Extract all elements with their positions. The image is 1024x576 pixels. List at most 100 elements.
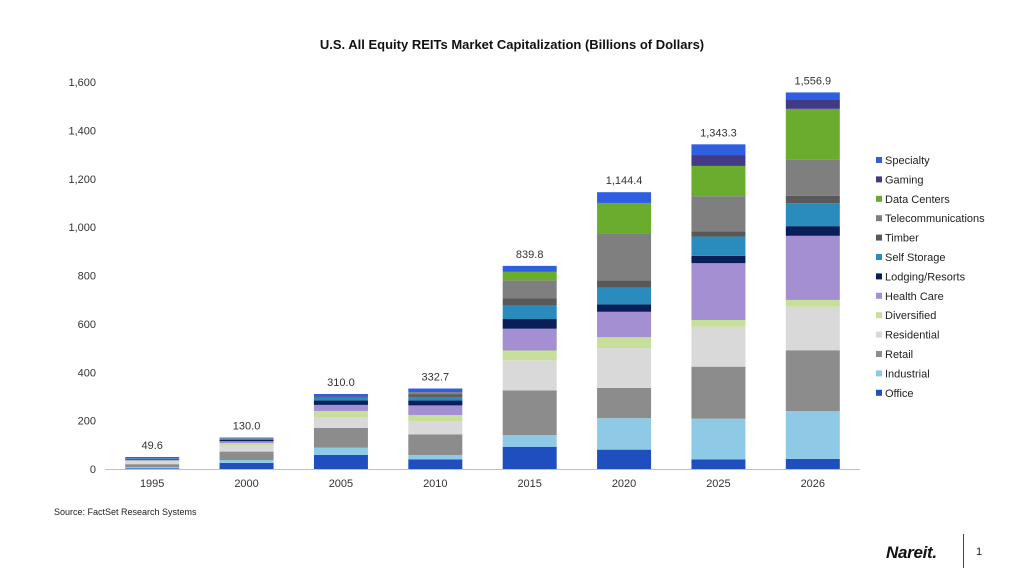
x-tick-label: 2000 <box>234 478 258 490</box>
bar-health-care-2015 <box>502 328 557 351</box>
x-tick-label: 2015 <box>517 478 541 490</box>
bar-residential-2026 <box>785 306 840 351</box>
bar-health-care-2005 <box>313 404 368 411</box>
legend-swatch <box>876 157 882 163</box>
total-label-2026: 1,556.9 <box>794 75 831 87</box>
bar-lodging-resorts-2026 <box>785 226 840 236</box>
legend-item-office: Office <box>876 388 914 400</box>
bar-industrial-2005 <box>313 447 368 455</box>
legend-swatch <box>876 176 882 183</box>
bar-industrial-2015 <box>502 435 557 447</box>
bar-telecommunications-2026 <box>785 159 840 196</box>
bar-timber-2010 <box>408 394 463 397</box>
bar-stack-2020 <box>597 192 652 469</box>
bar-diversified-2015 <box>502 350 557 361</box>
bar-self-storage-2015 <box>502 305 557 320</box>
legend-label: Health Care <box>885 291 944 303</box>
bar-residential-2010 <box>408 421 463 435</box>
legend-swatch <box>876 215 882 222</box>
bar-office-2010 <box>408 459 463 469</box>
bar-gaming-2025 <box>691 155 746 166</box>
bar-specialty-2015 <box>502 265 557 272</box>
bar-specialty-1995 <box>125 457 180 459</box>
legend-swatch <box>876 234 882 241</box>
legend-swatch <box>876 331 882 338</box>
x-axis: 1995 2000 2005 2010 2015 2020 2025 2026 <box>105 469 860 490</box>
bar-office-2015 <box>502 446 557 469</box>
legend-label: Residential <box>885 330 939 342</box>
bar-industrial-2025 <box>691 418 746 460</box>
x-tick-label: 2010 <box>423 478 447 490</box>
total-label-1995: 49.6 <box>141 440 162 452</box>
bar-stack-2000 <box>219 437 274 469</box>
legend-swatch <box>876 370 882 377</box>
bar-industrial-2010 <box>408 454 463 460</box>
bar-residential-2005 <box>313 416 368 428</box>
legend-swatch <box>876 195 882 202</box>
legend-item-self-storage: Self Storage <box>876 252 946 264</box>
bar-health-care-2025 <box>691 263 746 321</box>
bar-stacks <box>125 92 840 469</box>
bar-industrial-2020 <box>597 418 652 450</box>
bar-telecommunications-2015 <box>502 280 557 299</box>
bar-industrial-1995 <box>125 467 180 469</box>
bar-lodging-resorts-2000 <box>219 439 274 442</box>
x-tick-label: 2025 <box>706 478 730 490</box>
x-tick-label: 2005 <box>329 478 353 490</box>
bar-retail-2015 <box>502 390 557 436</box>
y-tick-label: 1,600 <box>68 77 96 89</box>
bar-specialty-2005 <box>313 394 368 397</box>
total-label-2010: 332.7 <box>422 372 450 384</box>
bar-data-centers-2020 <box>597 202 652 234</box>
bar-lodging-resorts-2010 <box>408 400 463 406</box>
bar-stack-2026 <box>785 92 840 469</box>
source-note: Source: FactSet Research Systems <box>54 507 197 517</box>
bar-timber-2005 <box>313 396 368 398</box>
legend-item-health-care: Health Care <box>876 291 944 303</box>
legend-item-gaming: Gaming <box>876 174 924 186</box>
bar-self-storage-2020 <box>597 287 652 305</box>
legend-swatch <box>876 351 882 357</box>
y-tick-label: 200 <box>78 416 96 428</box>
bar-retail-2010 <box>408 434 463 455</box>
bar-data-centers-2026 <box>785 108 840 160</box>
bar-stack-2005 <box>313 394 368 469</box>
bar-retail-2026 <box>785 350 840 412</box>
bar-diversified-1995 <box>125 460 180 462</box>
legend-swatch <box>876 273 882 280</box>
bar-specialty-2020 <box>597 192 652 203</box>
legend-swatch <box>876 292 882 299</box>
bar-stack-1995 <box>125 457 180 469</box>
bar-diversified-2005 <box>313 410 368 417</box>
y-axis: 0 200 400 600 800 1,000 1,200 1,400 1,600 <box>68 77 96 476</box>
bar-office-2025 <box>691 459 746 469</box>
legend-label: Diversified <box>885 310 936 322</box>
bar-industrial-2026 <box>785 411 840 459</box>
bar-data-centers-2025 <box>691 165 746 197</box>
legend-label: Data Centers <box>885 194 950 206</box>
legend-label: Timber <box>885 233 919 245</box>
bar-lodging-resorts-2020 <box>597 304 652 312</box>
bar-stack-2025 <box>691 144 746 469</box>
bar-lodging-resorts-2025 <box>691 255 746 264</box>
bar-office-1995 <box>125 468 180 469</box>
y-tick-label: 1,200 <box>68 174 96 186</box>
legend-item-retail: Retail <box>876 349 913 361</box>
bar-telecommunications-2010 <box>408 392 463 395</box>
bar-stack-2015 <box>502 265 557 469</box>
total-labels: 49.6 130.0 310.0 332.7 839.8 1,144.4 1,343.3 1,… <box>141 75 831 452</box>
x-tick-label: 2026 <box>801 478 825 490</box>
bar-lodging-resorts-2005 <box>313 400 368 405</box>
bar-office-2026 <box>785 458 840 469</box>
bar-retail-2020 <box>597 387 652 419</box>
y-tick-label: 1,400 <box>68 125 96 137</box>
bar-residential-1995 <box>125 461 180 465</box>
bar-specialty-2010 <box>408 388 463 393</box>
legend-item-telecommunications: Telecommunications <box>876 213 985 225</box>
bar-health-care-2026 <box>785 235 840 300</box>
logo-divider <box>963 534 964 568</box>
bar-gaming-2026 <box>785 99 840 109</box>
bar-timber-2020 <box>597 280 652 288</box>
total-label-2020: 1,144.4 <box>606 175 643 187</box>
bar-office-2000 <box>219 462 274 469</box>
